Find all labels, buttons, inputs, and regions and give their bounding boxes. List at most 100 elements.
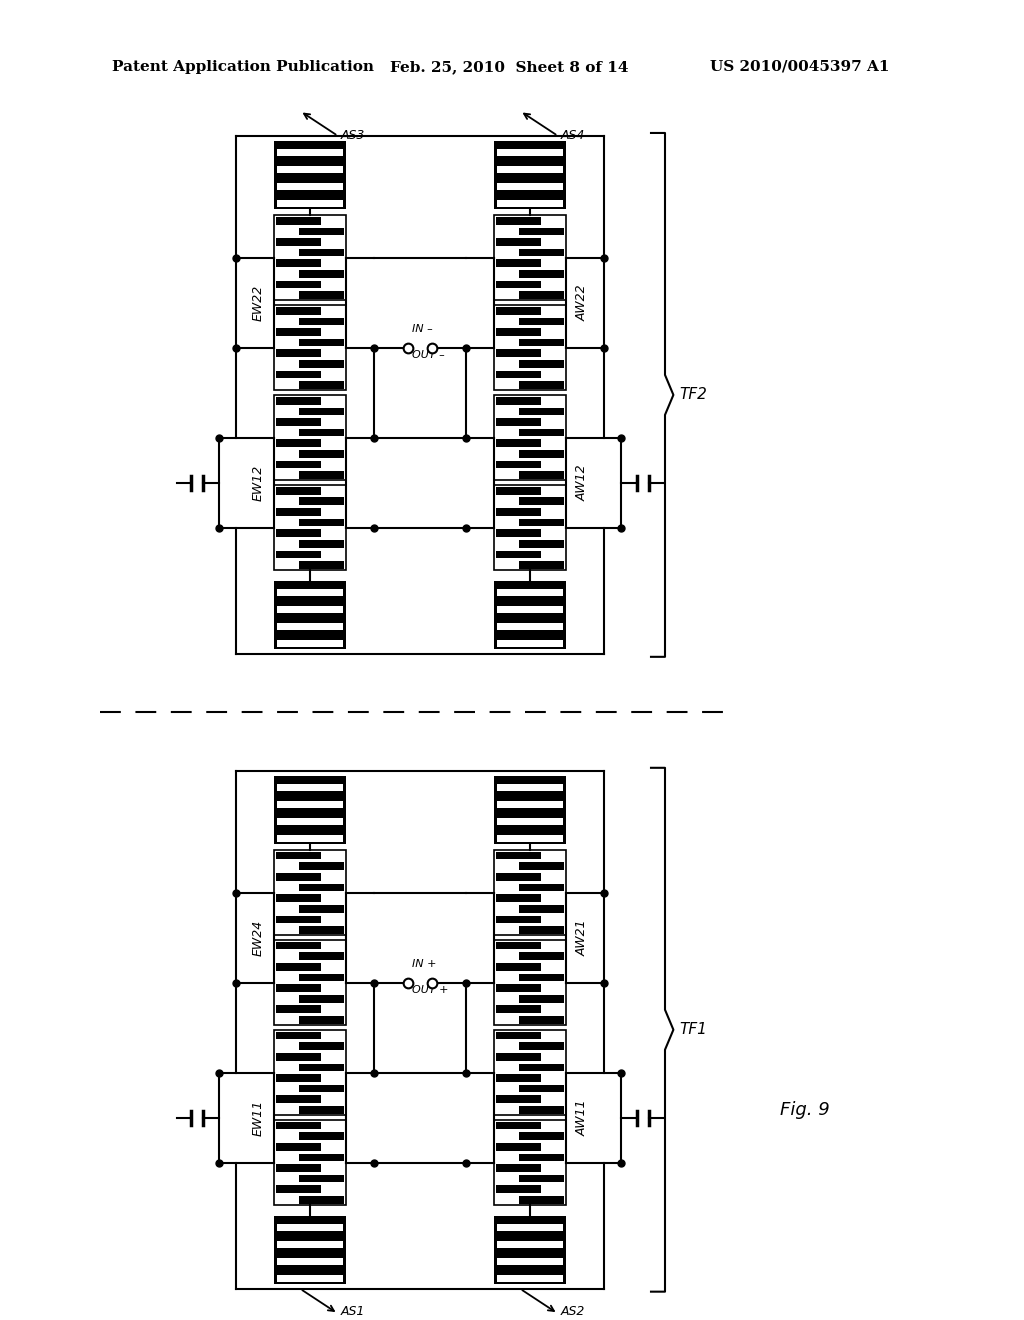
Text: OUT +: OUT + <box>412 985 449 995</box>
Bar <box>519 1154 564 1162</box>
Bar <box>276 461 321 469</box>
Bar <box>496 985 541 991</box>
Bar <box>519 1043 564 1049</box>
Bar <box>519 1085 564 1093</box>
Bar <box>497 201 563 207</box>
Bar <box>494 396 566 480</box>
Bar <box>497 1241 563 1247</box>
Bar <box>278 1258 343 1265</box>
Bar <box>497 801 563 808</box>
Bar <box>276 1122 321 1130</box>
Bar <box>299 1133 344 1140</box>
Bar <box>494 1121 566 1205</box>
Text: TF1: TF1 <box>679 1022 708 1038</box>
Bar <box>497 589 563 595</box>
Bar <box>496 371 541 379</box>
Bar <box>494 776 566 843</box>
Bar <box>496 238 541 246</box>
Bar <box>497 606 563 612</box>
Bar <box>519 974 564 981</box>
Bar <box>519 1133 564 1140</box>
Bar <box>299 995 344 1002</box>
Bar <box>278 818 343 825</box>
Bar <box>496 397 541 404</box>
Bar <box>496 894 541 902</box>
Bar <box>496 529 541 537</box>
Bar <box>274 581 346 649</box>
Bar <box>519 271 564 277</box>
Bar <box>519 498 564 506</box>
Bar <box>519 561 564 569</box>
Bar <box>276 941 321 949</box>
Bar <box>496 1032 541 1039</box>
Bar <box>274 1216 346 1283</box>
Bar <box>519 227 564 235</box>
Bar <box>278 623 343 630</box>
Bar <box>299 318 344 325</box>
Bar <box>278 1241 343 1247</box>
Bar <box>299 271 344 277</box>
Bar <box>519 429 564 437</box>
Bar <box>497 183 563 190</box>
Bar <box>494 850 566 936</box>
Bar <box>496 308 541 314</box>
Bar <box>299 339 344 346</box>
Bar <box>274 1030 346 1115</box>
Bar <box>496 461 541 469</box>
Bar <box>278 606 343 612</box>
Bar <box>278 166 343 173</box>
Bar <box>496 1122 541 1130</box>
Bar <box>278 1275 343 1282</box>
Bar <box>299 1154 344 1162</box>
Bar <box>274 850 346 936</box>
Bar <box>494 215 566 301</box>
Text: AS3: AS3 <box>341 129 366 143</box>
Bar <box>299 1175 344 1183</box>
Bar <box>274 776 346 843</box>
Text: EW24: EW24 <box>252 920 264 956</box>
Bar <box>276 281 321 288</box>
Text: AW21: AW21 <box>575 920 589 956</box>
Bar <box>519 995 564 1002</box>
Bar <box>276 397 321 404</box>
Bar <box>276 308 321 314</box>
Bar <box>494 486 566 570</box>
Bar <box>276 916 321 923</box>
Bar <box>299 862 344 870</box>
Bar <box>276 1006 321 1014</box>
Bar <box>276 329 321 335</box>
Bar <box>519 408 564 416</box>
Bar <box>519 862 564 870</box>
Bar <box>276 371 321 379</box>
Bar <box>496 487 541 495</box>
Bar <box>497 784 563 791</box>
Bar <box>276 487 321 495</box>
Text: AW11: AW11 <box>575 1100 589 1137</box>
Bar <box>494 1030 566 1115</box>
Bar <box>299 906 344 912</box>
Bar <box>299 519 344 527</box>
Bar <box>276 550 321 558</box>
Bar <box>276 508 321 516</box>
Bar <box>278 149 343 156</box>
Bar <box>276 216 321 224</box>
Bar <box>299 498 344 506</box>
Bar <box>519 381 564 389</box>
Text: Fig. 9: Fig. 9 <box>780 1101 829 1119</box>
Bar <box>299 1196 344 1204</box>
Bar <box>519 927 564 933</box>
Bar <box>519 450 564 458</box>
Bar <box>299 450 344 458</box>
Text: IN –: IN – <box>412 323 433 334</box>
Bar <box>496 550 541 558</box>
Bar <box>276 238 321 246</box>
Bar <box>496 440 541 447</box>
Bar <box>496 964 541 970</box>
Bar <box>519 1064 564 1072</box>
Text: AW22: AW22 <box>575 285 589 321</box>
Bar <box>496 1164 541 1172</box>
Bar <box>494 141 566 209</box>
Text: Patent Application Publication: Patent Application Publication <box>112 59 374 74</box>
Bar <box>519 1106 564 1114</box>
Bar <box>519 519 564 527</box>
